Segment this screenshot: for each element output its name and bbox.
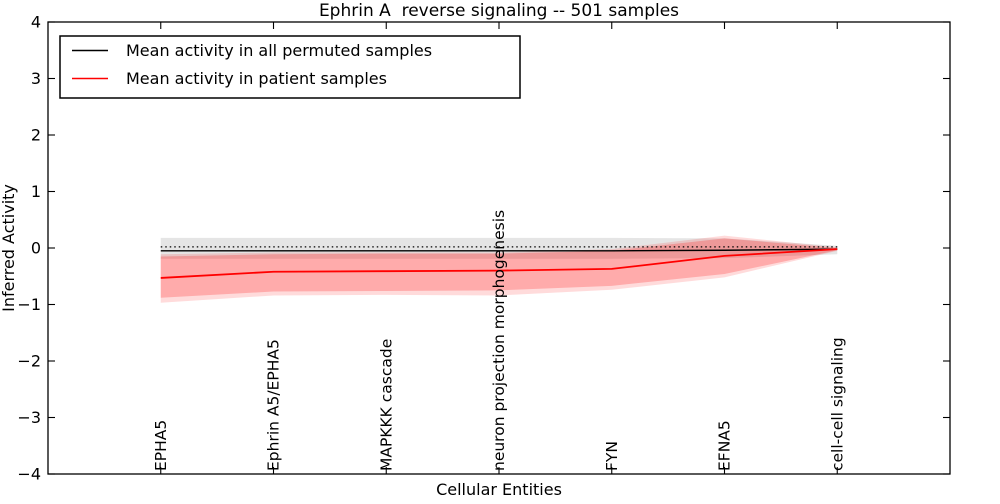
legend-border: [59, 35, 521, 99]
tick-layer: [48, 21, 950, 475]
y-tick-label: 3: [31, 69, 41, 88]
y-tick-label: −3: [17, 408, 41, 427]
x-tick-label: Ephrin A5/EPHA5: [265, 339, 283, 471]
y-axis-label: Inferred Activity: [0, 184, 18, 312]
y-tick-label: −2: [17, 352, 41, 371]
patient-mean-line: [160, 248, 838, 279]
permuted-samples-std-band: [160, 237, 838, 259]
x-tick-label: neuron projection morphogenesis: [490, 210, 508, 471]
y-tick-label: 1: [31, 182, 41, 201]
patient-samples-std-band-outer: [160, 235, 838, 303]
y-tick-label: −4: [17, 465, 41, 484]
legend: Mean activity in all permuted samples Me…: [59, 35, 521, 99]
line-layer: [160, 246, 838, 279]
tick-label-layer: −4 −3 −2 −1 0 1 2 3 4 EPHA5 Ephrin A5/EPHA5 MAPKKK …: [17, 13, 846, 484]
x-tick-label: MAPKKK cascade: [377, 339, 395, 471]
patient-samples-std-band-inner: [160, 238, 838, 298]
band-layer: [160, 235, 838, 303]
y-tick-label: 0: [31, 239, 41, 258]
x-tick-label: cell-cell signaling: [828, 337, 846, 471]
y-tick-label: 4: [31, 13, 41, 32]
y-tick-label: 2: [31, 126, 41, 145]
x-tick-label: EPHA5: [152, 420, 170, 471]
x-axis-label: Cellular Entities: [436, 480, 562, 499]
x-tick-label: EFNA5: [716, 420, 734, 471]
y-tick-label: −1: [17, 295, 41, 314]
legend-label-permuted: Mean activity in all permuted samples: [126, 41, 432, 60]
permuted-mean-line: [160, 248, 838, 252]
legend-label-patient: Mean activity in patient samples: [126, 69, 387, 88]
x-tick-label: FYN: [603, 441, 621, 471]
chart-title: Ephrin A reverse signaling -- 501 sample…: [319, 1, 679, 21]
